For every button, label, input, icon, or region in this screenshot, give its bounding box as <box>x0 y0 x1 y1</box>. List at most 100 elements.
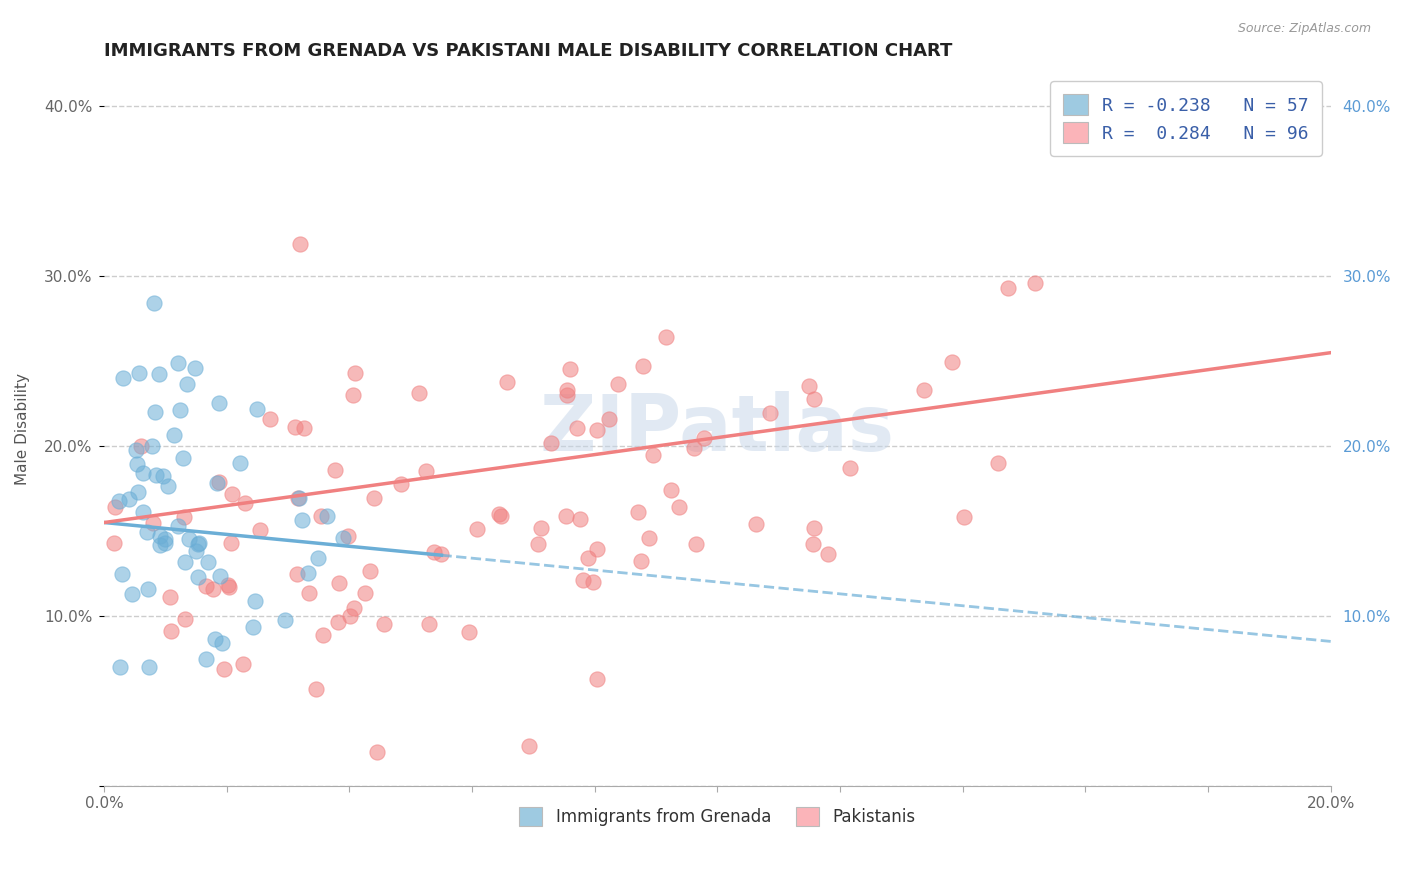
Point <box>838 460 860 475</box>
Point <box>641 448 664 462</box>
Point <box>326 615 349 629</box>
Text: Source: ZipAtlas.com: Source: ZipAtlas.com <box>1237 22 1371 36</box>
Point <box>249 523 271 537</box>
Point <box>803 521 825 535</box>
Point <box>287 491 309 506</box>
Point <box>682 442 704 456</box>
Point <box>188 536 211 550</box>
Point <box>197 555 219 569</box>
Point <box>359 564 381 578</box>
Point <box>517 739 540 754</box>
Point <box>132 467 155 481</box>
Point <box>292 421 315 435</box>
Point <box>184 361 207 376</box>
Point <box>659 483 682 497</box>
Point <box>152 469 174 483</box>
Point <box>204 632 226 646</box>
Point <box>339 609 361 624</box>
Point <box>458 624 481 639</box>
Point <box>246 402 269 417</box>
Point <box>297 566 319 580</box>
Point <box>343 366 366 380</box>
Point <box>491 509 513 524</box>
Point <box>337 529 360 543</box>
Point <box>194 652 217 666</box>
Point <box>912 384 935 398</box>
Point <box>174 555 197 569</box>
Point <box>316 509 339 524</box>
Point <box>217 577 239 591</box>
Point <box>211 636 233 650</box>
Point <box>176 377 198 392</box>
Point <box>149 538 172 552</box>
Point <box>138 660 160 674</box>
Point <box>179 532 201 546</box>
Point <box>159 591 181 605</box>
Point <box>582 574 605 589</box>
Point <box>430 547 453 561</box>
Point <box>585 672 607 686</box>
Point <box>148 367 170 381</box>
Point <box>325 463 347 477</box>
Point <box>343 601 366 615</box>
Point <box>108 494 131 508</box>
Point <box>305 681 328 696</box>
Point <box>108 660 131 674</box>
Point <box>274 613 297 627</box>
Point <box>389 477 412 491</box>
Point <box>121 587 143 601</box>
Point <box>290 236 312 251</box>
Legend: Immigrants from Grenada, Pakistanis: Immigrants from Grenada, Pakistanis <box>510 798 924 835</box>
Point <box>243 594 266 608</box>
Point <box>145 467 167 482</box>
Point <box>558 362 581 376</box>
Point <box>526 537 548 551</box>
Point <box>309 508 332 523</box>
Point <box>127 457 149 471</box>
Point <box>353 586 375 600</box>
Point <box>259 411 281 425</box>
Point <box>328 576 350 591</box>
Point <box>332 531 354 545</box>
Point <box>555 388 578 402</box>
Point <box>308 551 330 566</box>
Point <box>166 356 188 370</box>
Text: IMMIGRANTS FROM GRENADA VS PAKISTANI MALE DISABILITY CORRELATION CHART: IMMIGRANTS FROM GRENADA VS PAKISTANI MAL… <box>104 42 953 60</box>
Point <box>221 487 243 501</box>
Point <box>668 500 690 514</box>
Point <box>136 525 159 540</box>
Point <box>194 579 217 593</box>
Point <box>132 505 155 519</box>
Point <box>655 330 678 344</box>
Point <box>415 464 437 478</box>
Text: ZIPatlas: ZIPatlas <box>540 391 896 467</box>
Point <box>111 566 134 581</box>
Point <box>207 395 229 409</box>
Point <box>141 439 163 453</box>
Point <box>218 580 240 594</box>
Point <box>136 582 159 597</box>
Point <box>142 516 165 530</box>
Point <box>149 529 172 543</box>
Point <box>759 406 782 420</box>
Point <box>298 585 321 599</box>
Point <box>555 508 578 523</box>
Point <box>997 281 1019 295</box>
Point <box>201 582 224 596</box>
Point <box>607 376 630 391</box>
Point <box>530 521 553 535</box>
Point <box>423 545 446 559</box>
Point <box>744 516 766 531</box>
Point <box>174 612 197 626</box>
Point <box>987 456 1010 470</box>
Y-axis label: Male Disability: Male Disability <box>15 373 30 485</box>
Point <box>291 513 314 527</box>
Point <box>219 536 242 550</box>
Point <box>128 366 150 380</box>
Point <box>212 662 235 676</box>
Point <box>169 402 191 417</box>
Point <box>465 522 488 536</box>
Point <box>418 617 440 632</box>
Point <box>153 536 176 550</box>
Point <box>125 442 148 457</box>
